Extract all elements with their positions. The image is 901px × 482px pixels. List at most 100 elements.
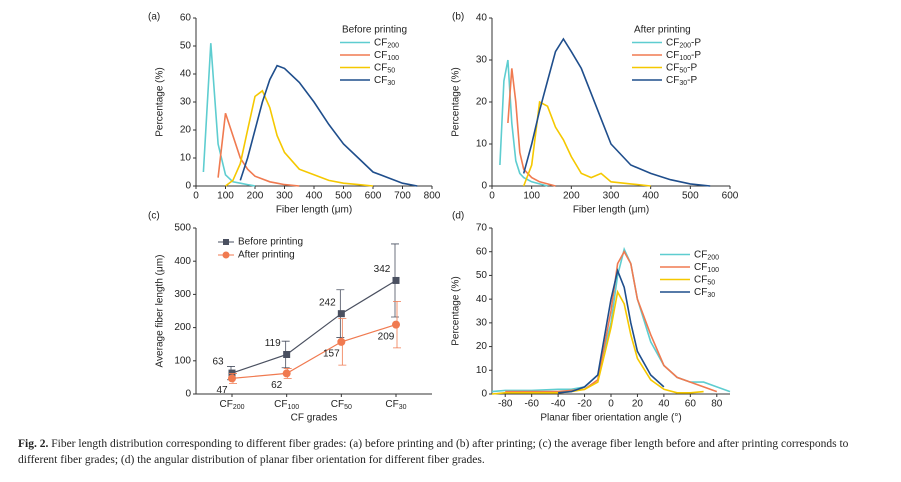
x-tick-label: CF30 <box>385 399 406 411</box>
value-label: 119 <box>265 338 281 349</box>
x-tick-label: 300 <box>276 191 293 202</box>
y-tick-label: 300 <box>174 289 191 300</box>
y-axis-title: Average fiber length (μm) <box>155 255 166 368</box>
y-tick-label: 0 <box>481 389 487 400</box>
legend-label: CF200 <box>374 37 399 49</box>
x-tick-label: 60 <box>685 399 697 410</box>
x-tick-label: 400 <box>306 191 323 202</box>
x-tick-label: 600 <box>365 191 382 202</box>
y-tick-label: 60 <box>476 246 488 257</box>
point <box>228 374 236 383</box>
y-axis-title: Percentage (%) <box>451 67 462 136</box>
y-tick-label: 60 <box>180 13 192 24</box>
value-label: 63 <box>212 357 224 368</box>
y-tick-label: 40 <box>180 69 192 80</box>
x-tick-label: 800 <box>424 191 441 202</box>
x-tick-label: -60 <box>524 399 539 410</box>
x-tick-label: CF50 <box>331 399 352 411</box>
series-line <box>522 37 711 187</box>
series-line <box>231 324 397 379</box>
legend-title: Before printing <box>342 25 407 36</box>
y-tick-label: 0 <box>481 181 487 192</box>
legend-label: CF50-P <box>666 62 697 74</box>
series-line <box>499 59 548 187</box>
value-label: 342 <box>374 264 391 275</box>
y-tick-label: 30 <box>476 55 488 66</box>
x-tick-label: 600 <box>722 191 739 202</box>
x-tick-label: CF200 <box>219 399 244 411</box>
x-axis-title: Fiber length (μm) <box>276 205 352 216</box>
legend-label: CF30 <box>374 75 395 87</box>
x-tick-label: 200 <box>563 191 580 202</box>
value-label: 242 <box>319 297 336 308</box>
x-tick-label: 100 <box>523 191 540 202</box>
legend-label: CF100 <box>694 262 719 274</box>
point <box>392 320 400 329</box>
x-tick-label: 0 <box>489 191 495 202</box>
x-tick-label: 300 <box>603 191 620 202</box>
panel-label: (a) <box>148 12 160 23</box>
series-line <box>225 89 374 187</box>
y-tick-label: 50 <box>180 41 192 52</box>
point <box>283 350 291 358</box>
y-tick-label: 500 <box>174 223 191 234</box>
x-tick-label: 0 <box>193 191 199 202</box>
y-tick-label: 20 <box>476 341 488 352</box>
series-line <box>491 289 704 395</box>
x-tick-label: -20 <box>577 399 592 410</box>
x-tick-label: 400 <box>642 191 659 202</box>
legend-label: After printing <box>238 250 295 261</box>
legend-label: CF100-P <box>666 50 701 62</box>
legend-label: CF50 <box>374 62 395 74</box>
y-tick-label: 30 <box>476 317 488 328</box>
legend-title: After printing <box>634 25 691 36</box>
legend-label: CF200-P <box>666 37 701 49</box>
y-tick-label: 0 <box>185 181 191 192</box>
x-tick-label: 40 <box>658 399 670 410</box>
y-tick-label: 20 <box>476 97 488 108</box>
series-line <box>505 250 718 393</box>
y-tick-label: 10 <box>180 153 192 164</box>
value-label: 47 <box>216 385 228 396</box>
point <box>392 276 400 284</box>
y-axis-title: Percentage (%) <box>451 276 462 345</box>
y-tick-label: 30 <box>180 97 192 108</box>
series-line <box>558 268 665 394</box>
y-tick-label: 400 <box>174 256 191 267</box>
x-tick-label: -80 <box>498 399 513 410</box>
legend-marker <box>222 251 230 259</box>
x-tick-label: 500 <box>335 191 352 202</box>
legend-label: CF200 <box>694 249 719 261</box>
series-line <box>231 279 397 374</box>
x-axis-title: Fiber length (μm) <box>573 205 649 216</box>
x-tick-label: CF100 <box>274 399 299 411</box>
y-tick-label: 10 <box>476 139 488 150</box>
legend-label: Before printing <box>238 237 303 248</box>
x-tick-label: 100 <box>217 191 234 202</box>
y-tick-label: 10 <box>476 365 488 376</box>
y-tick-label: 200 <box>174 322 191 333</box>
y-tick-label: 0 <box>185 389 191 400</box>
series-line <box>202 43 256 187</box>
y-tick-label: 40 <box>476 13 488 24</box>
series-line <box>522 100 651 187</box>
series-line <box>217 112 300 187</box>
legend-label: CF100 <box>374 50 399 62</box>
y-tick-label: 50 <box>476 270 488 281</box>
x-tick-label: -40 <box>551 399 566 410</box>
series-line <box>507 68 556 187</box>
point <box>337 310 345 318</box>
x-tick-label: 0 <box>608 399 614 410</box>
y-tick-label: 40 <box>476 294 488 305</box>
series-line <box>239 64 418 187</box>
y-tick-label: 100 <box>174 355 191 366</box>
legend-label: CF30-P <box>666 75 697 87</box>
panel-label: (b) <box>452 12 464 23</box>
value-label: 209 <box>378 331 395 342</box>
x-axis-title: CF grades <box>291 413 338 424</box>
x-tick-label: 700 <box>394 191 411 202</box>
y-tick-label: 70 <box>476 223 488 234</box>
x-tick-label: 500 <box>682 191 699 202</box>
legend-label: CF30 <box>694 287 715 299</box>
point <box>282 369 291 378</box>
